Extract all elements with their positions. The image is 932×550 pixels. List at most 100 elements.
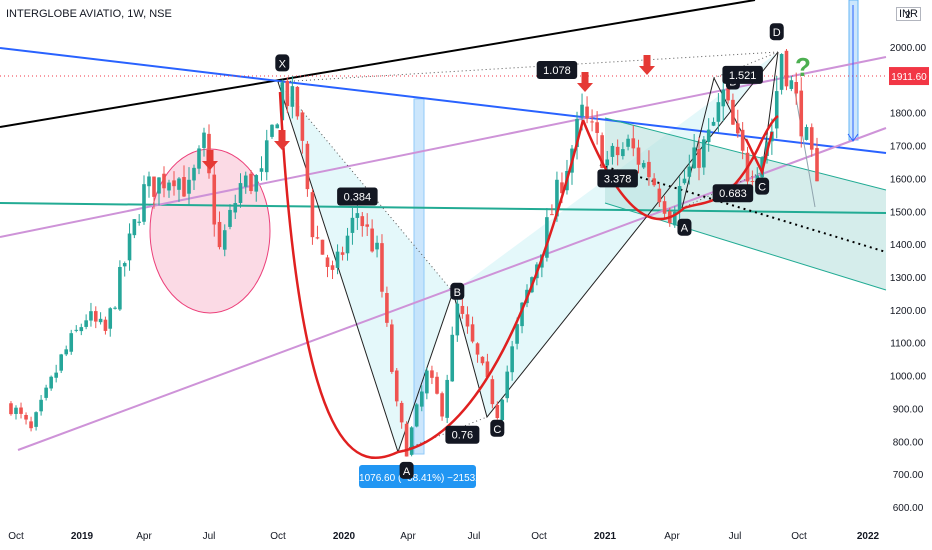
candle-down: [750, 180, 755, 182]
candle-down: [485, 361, 490, 378]
candle-down: [652, 178, 656, 186]
x-tick-label: Apr: [136, 531, 152, 542]
candle-down: [697, 149, 701, 168]
candle-up: [192, 167, 196, 181]
candle-down: [726, 88, 730, 101]
x-tick-label: Oct: [8, 531, 24, 542]
x-tick-label: Jul: [729, 531, 742, 542]
candle-up: [789, 80, 794, 89]
ratio-badge: [445, 425, 480, 444]
candle-up: [677, 186, 682, 212]
candle-down: [212, 174, 217, 225]
ratio-badge: [722, 65, 763, 84]
candle-up: [177, 178, 181, 190]
candle-up: [409, 427, 414, 455]
candle-up: [520, 302, 524, 327]
candle-up: [259, 168, 264, 172]
candle-up: [672, 211, 677, 226]
candle-up: [375, 242, 379, 250]
candle-down: [585, 106, 589, 119]
handle-curve: [744, 131, 774, 176]
projection-line: [794, 91, 816, 208]
candle-down: [93, 311, 98, 322]
candle-up: [44, 387, 48, 398]
y-tick-label: 1600.00: [890, 174, 927, 185]
y-tick-label: 2000.00: [890, 43, 927, 54]
candle-down: [631, 138, 636, 149]
candle-up: [108, 308, 113, 329]
candle-up: [69, 333, 74, 352]
candle-up: [425, 370, 429, 394]
candle-up: [118, 266, 122, 310]
y-tick-label: 1100.00: [890, 339, 926, 350]
candle-up: [157, 177, 161, 194]
y-tick-label: 600.00: [893, 503, 924, 514]
measure-box-text: −1076.60 (−58.41%) −21532: [353, 473, 481, 484]
ratio-label: 0.683: [719, 188, 747, 200]
resistance-line: [0, 47, 887, 154]
candle-up: [238, 183, 243, 203]
candle-up: [74, 329, 79, 331]
candle-up: [84, 320, 88, 327]
pattern-point-label: C: [758, 182, 766, 194]
x-tick-label: Oct: [531, 531, 547, 542]
candle-down: [435, 376, 439, 394]
y-tick-label: 2: [905, 10, 911, 21]
measure-range-bar: [413, 98, 425, 455]
candle-down: [470, 324, 475, 342]
down-arrow-icon: [577, 72, 593, 92]
cup-curve-1: [278, 91, 585, 460]
y-tick-label: 1200.00: [890, 306, 927, 317]
candle-up: [49, 376, 53, 389]
pattern-point-badge: [399, 461, 414, 479]
candle-up: [59, 354, 63, 371]
candle-up: [804, 126, 809, 140]
pattern-point-label: A: [681, 223, 689, 235]
candle-up: [34, 412, 38, 427]
pattern-point-badge: [677, 218, 692, 236]
candle-up: [575, 118, 579, 148]
candle-up: [510, 346, 514, 373]
ratio-label: 1.521: [729, 70, 757, 82]
candle-up: [197, 148, 201, 169]
candle-down: [310, 192, 315, 238]
candle-up: [264, 140, 269, 173]
candle-down: [662, 201, 667, 214]
candle-up: [515, 324, 519, 344]
candle-up: [89, 311, 93, 321]
y-tick-label: 700.00: [893, 470, 924, 481]
x-tick-label: 2020: [333, 531, 356, 542]
candle-down: [152, 176, 156, 197]
candle-up: [243, 175, 248, 187]
cup-curve-2: [581, 114, 779, 221]
ratio-label: 1.078: [543, 65, 571, 77]
price-tag-label: 1911.60: [891, 72, 927, 83]
currency-badge[interactable]: INR: [896, 7, 921, 21]
candle-down: [731, 99, 735, 125]
candle-down: [399, 402, 404, 423]
candle-down: [809, 127, 814, 150]
candle-up: [275, 124, 280, 129]
candle-down: [394, 370, 399, 402]
candle-up: [142, 184, 146, 222]
candle-down: [103, 319, 108, 331]
candle-down: [330, 265, 335, 270]
candle-down: [320, 239, 325, 255]
candle-up: [270, 124, 274, 137]
candle-down: [740, 129, 745, 151]
candle-down: [615, 146, 620, 156]
target-arrowhead: [847, 133, 859, 142]
candle-down: [285, 80, 290, 107]
candle-down: [495, 404, 500, 419]
candle-up: [687, 166, 692, 177]
candle-up: [450, 334, 455, 382]
ratio-badge: [712, 184, 754, 203]
candle-up: [414, 404, 419, 427]
candle-down: [172, 180, 176, 187]
candle-up: [14, 407, 18, 414]
highlight-circle: [149, 148, 271, 314]
candle-down: [475, 343, 480, 355]
candle-down: [465, 314, 470, 327]
ratio-label: 3.378: [604, 173, 632, 185]
